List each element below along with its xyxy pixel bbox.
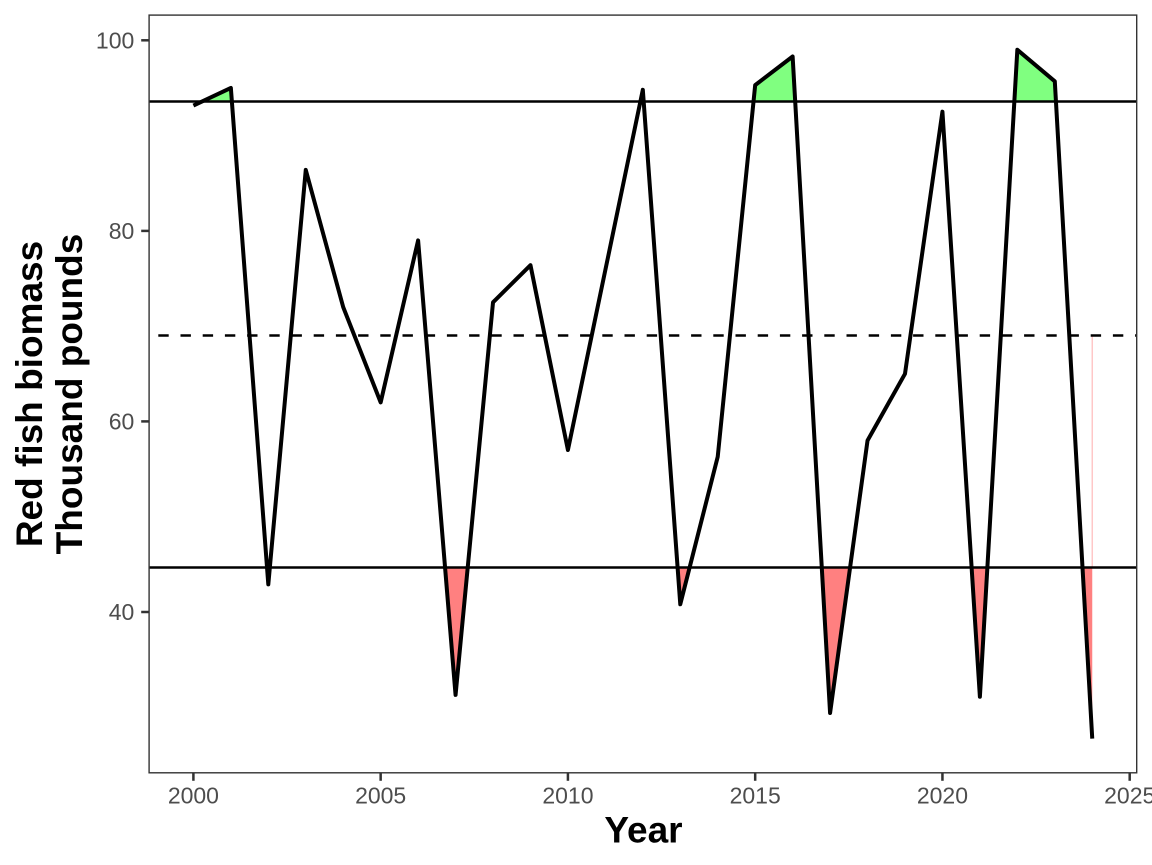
svg-text:80: 80 — [109, 218, 135, 244]
svg-text:2000: 2000 — [168, 783, 219, 809]
svg-text:Red fish biomass: Red fish biomass — [9, 241, 50, 547]
svg-text:Thousand pounds: Thousand pounds — [49, 234, 90, 555]
svg-text:60: 60 — [109, 409, 135, 435]
svg-text:100: 100 — [96, 28, 134, 54]
svg-text:2005: 2005 — [355, 783, 406, 809]
svg-text:Year: Year — [604, 810, 682, 851]
svg-text:2020: 2020 — [917, 783, 968, 809]
svg-text:2015: 2015 — [730, 783, 781, 809]
svg-text:2025: 2025 — [1104, 783, 1152, 809]
svg-text:2010: 2010 — [542, 783, 593, 809]
svg-text:40: 40 — [109, 599, 135, 625]
